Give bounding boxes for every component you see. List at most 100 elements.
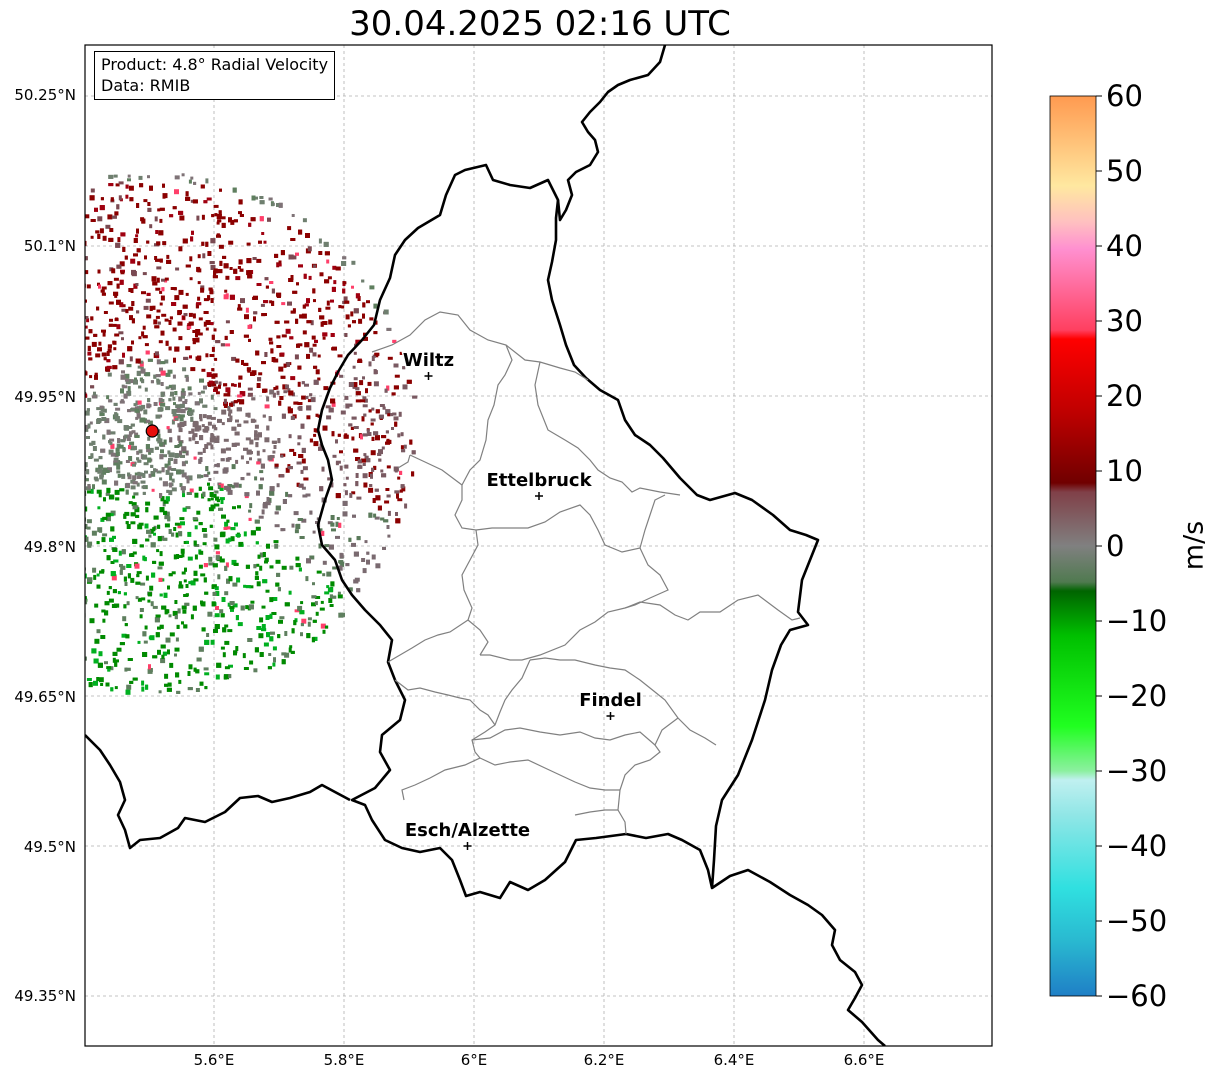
echo-pixel xyxy=(175,415,181,419)
echo-pixel xyxy=(91,530,97,536)
echo-pixel xyxy=(107,372,112,377)
echo-pixel xyxy=(205,426,210,431)
echo-pixel xyxy=(400,445,404,450)
echo-pixel xyxy=(167,428,172,433)
echo-pixel xyxy=(222,255,227,259)
echo-pixel xyxy=(235,419,239,423)
echo-pixel xyxy=(55,326,60,329)
echo-pixel xyxy=(183,420,187,426)
echo-pixel xyxy=(162,537,168,541)
echo-pixel xyxy=(264,404,270,409)
echo-pixel xyxy=(231,426,237,431)
echo-pixel xyxy=(62,369,66,373)
echo-pixel xyxy=(51,505,55,510)
echo-pixel xyxy=(115,242,121,248)
echo-pixel xyxy=(9,566,14,570)
echo-pixel xyxy=(157,524,161,529)
echo-pixel xyxy=(248,338,251,342)
echo-pixel xyxy=(152,527,156,532)
echo-pixel xyxy=(90,235,94,239)
echo-pixel xyxy=(145,575,149,581)
echo-pixel xyxy=(11,504,16,507)
echo-pixel xyxy=(201,368,206,372)
echo-pixel xyxy=(235,646,239,651)
echo-pixel xyxy=(90,488,94,494)
echo-pixel xyxy=(310,320,314,326)
echo-pixel xyxy=(249,503,253,509)
echo-pixel xyxy=(255,350,260,356)
echo-pixel xyxy=(301,313,307,319)
echo-pixel xyxy=(63,463,67,466)
echo-pixel xyxy=(168,490,173,496)
echo-pixel xyxy=(156,266,162,270)
echo-pixel xyxy=(56,430,60,435)
echo-pixel xyxy=(180,486,186,491)
echo-pixel xyxy=(87,490,91,494)
echo-pixel xyxy=(314,339,318,343)
echo-pixel xyxy=(280,250,285,256)
echo-pixel xyxy=(363,336,368,341)
echo-pixel xyxy=(385,430,389,434)
echo-pixel xyxy=(327,276,332,280)
echo-pixel xyxy=(260,303,265,307)
echo-pixel xyxy=(187,475,193,481)
echo-pixel xyxy=(1,265,5,269)
echo-pixel xyxy=(154,446,159,450)
echo-pixel xyxy=(112,323,117,327)
echo-pixel xyxy=(8,338,11,341)
echo-pixel xyxy=(318,238,322,244)
echo-pixel xyxy=(214,586,219,591)
echo-pixel xyxy=(293,452,297,456)
echo-pixel xyxy=(24,459,29,463)
echo-pixel xyxy=(201,528,207,532)
echo-pixel xyxy=(181,621,184,625)
echo-pixel xyxy=(211,381,217,387)
echo-pixel xyxy=(272,597,278,601)
echo-pixel xyxy=(311,595,317,599)
echo-pixel xyxy=(147,592,152,597)
echo-pixel xyxy=(194,426,200,432)
echo-pixel xyxy=(309,393,313,397)
echo-pixel xyxy=(58,449,63,454)
echo-pixel xyxy=(76,403,79,407)
echo-pixel xyxy=(36,620,39,624)
echo-pixel xyxy=(318,307,322,312)
echo-pixel xyxy=(239,399,245,405)
echo-pixel xyxy=(71,620,75,625)
echo-pixel xyxy=(318,446,323,451)
echo-pixel xyxy=(144,343,149,347)
echo-pixel xyxy=(223,438,229,442)
echo-pixel xyxy=(21,463,26,467)
echo-pixel xyxy=(157,566,163,570)
echo-pixel xyxy=(167,450,171,455)
echo-pixel xyxy=(251,195,256,201)
echo-pixel xyxy=(98,456,103,460)
echo-pixel xyxy=(18,654,21,658)
echo-pixel xyxy=(192,199,198,204)
echo-pixel xyxy=(169,632,175,637)
echo-pixel xyxy=(119,642,125,646)
echo-pixel xyxy=(147,398,151,403)
echo-pixel xyxy=(180,521,185,526)
echo-pixel xyxy=(183,313,188,317)
echo-pixel xyxy=(132,505,138,510)
echo-pixel xyxy=(121,308,127,312)
echo-pixel xyxy=(199,418,203,422)
lon-tick-label: 6.6°E xyxy=(843,1051,885,1069)
echo-pixel xyxy=(192,435,196,441)
echo-pixel xyxy=(263,300,269,304)
echo-pixel xyxy=(366,300,370,304)
echo-pixel xyxy=(213,328,217,332)
echo-pixel xyxy=(229,606,235,610)
echo-pixel xyxy=(278,202,283,208)
echo-pixel xyxy=(24,364,28,369)
echo-pixel xyxy=(289,448,295,452)
echo-pixel xyxy=(14,447,18,452)
echo-pixel xyxy=(18,654,21,658)
echo-pixel xyxy=(374,516,380,520)
echo-pixel xyxy=(336,517,340,520)
echo-pixel xyxy=(254,437,260,441)
echo-pixel xyxy=(232,603,238,608)
